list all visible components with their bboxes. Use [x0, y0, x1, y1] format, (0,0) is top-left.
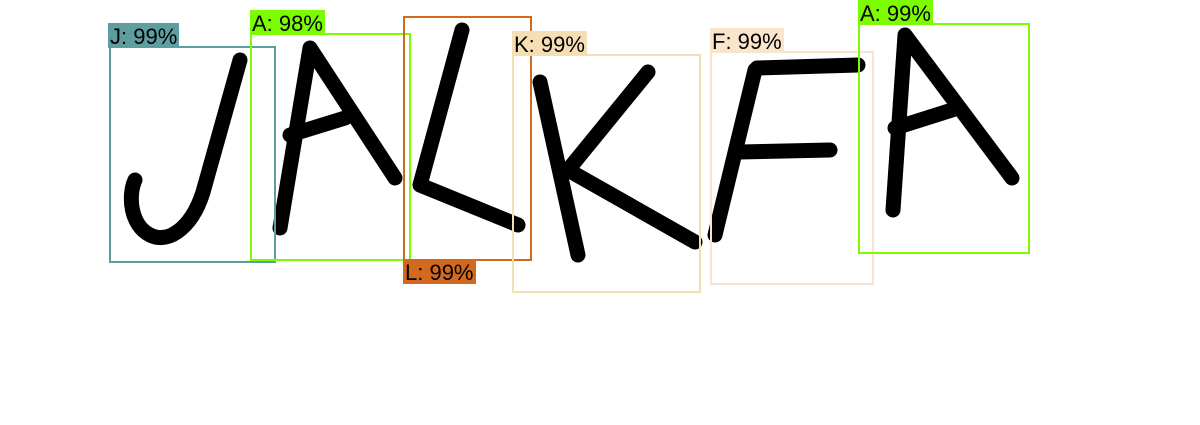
label-tag-j: J: 99%	[108, 23, 180, 49]
label-tag-k: K: 99%	[512, 31, 587, 57]
letter-f-top	[749, 57, 866, 76]
letter-a1-stroke	[272, 40, 403, 236]
label-tag-l: L: 99%	[403, 259, 476, 285]
bounding-box-a1	[250, 33, 411, 261]
label-tag-a2: A: 99%	[858, 0, 933, 26]
letter-k-arms	[560, 64, 703, 250]
bounding-box-k	[512, 54, 701, 293]
letter-j-stroke	[123, 52, 248, 245]
label-tag-a1: A: 98%	[250, 10, 325, 36]
letter-k-stem	[532, 74, 586, 263]
letter-a1-crossbar	[282, 110, 353, 143]
letter-l-stroke	[412, 22, 526, 233]
bounding-box-a2	[858, 23, 1030, 254]
label-tag-f: F: 99%	[710, 28, 784, 54]
bounding-box-j	[109, 46, 276, 263]
letter-f-mid	[732, 142, 838, 160]
letter-a2-crossbar	[887, 102, 960, 136]
letter-a2-stroke	[885, 27, 1020, 218]
bounding-box-f	[710, 51, 874, 285]
